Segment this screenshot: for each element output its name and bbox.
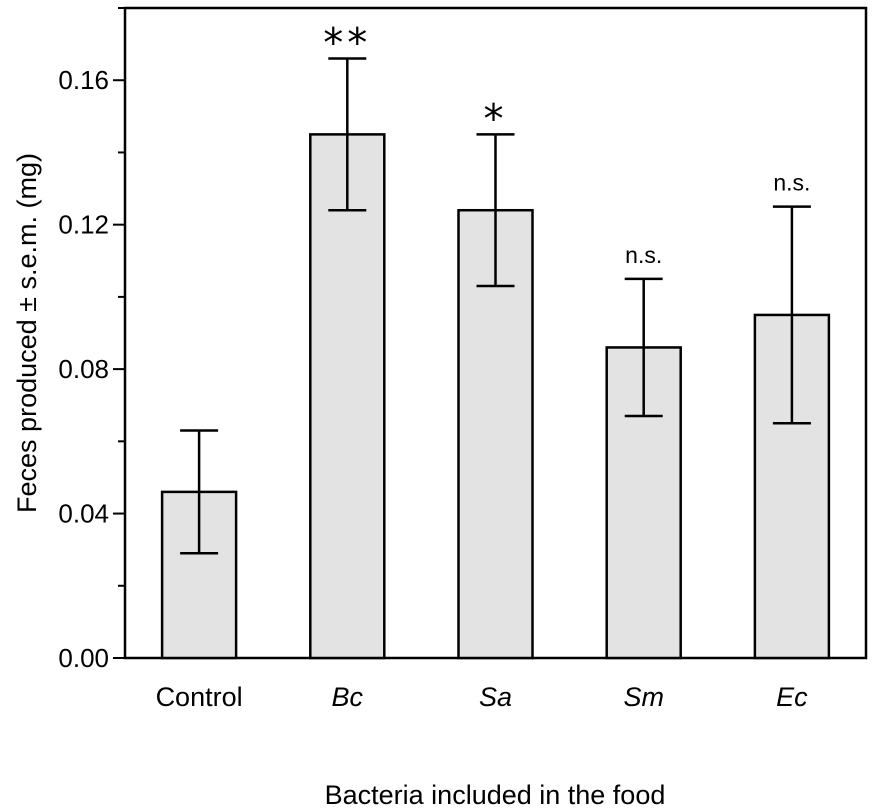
x-tick-label-ec: Ec	[776, 682, 808, 712]
y-tick-label: 0.04	[58, 499, 109, 529]
x-axis-title: Bacteria included in the food	[325, 780, 666, 810]
y-axis-title: Feces produced ± s.e.m. (mg)	[12, 153, 42, 513]
x-tick-label-sm: Sm	[623, 682, 664, 712]
bar-bc	[309, 133, 386, 660]
significance-label-sm: n.s.	[625, 242, 662, 268]
bars-group: ***n.s.n.s.	[160, 21, 831, 660]
y-tick-label: 0.12	[58, 210, 109, 240]
x-tick-label-control: Control	[156, 682, 243, 712]
y-tick-label: 0.00	[58, 643, 109, 673]
y-tick-label: 0.16	[58, 65, 109, 95]
significance-label-bc: **	[323, 21, 371, 67]
x-tick-label-sa: Sa	[479, 682, 512, 712]
y-axis: 0.00 0.04 0.08 0.12 0.16	[58, 7, 125, 673]
x-tick-label-bc: Bc	[332, 682, 364, 712]
significance-label-ec: n.s.	[773, 170, 810, 196]
significance-label-sa: *	[484, 96, 508, 142]
x-axis: Control Bc Sa Sm Ec	[156, 682, 809, 712]
y-tick-label: 0.08	[58, 354, 109, 384]
